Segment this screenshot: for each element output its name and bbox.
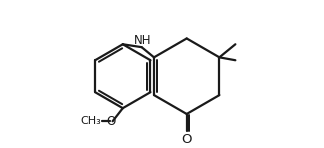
Text: NH: NH (133, 34, 151, 47)
Text: O: O (107, 115, 116, 128)
Text: CH₃: CH₃ (80, 116, 101, 126)
Text: O: O (181, 133, 192, 146)
